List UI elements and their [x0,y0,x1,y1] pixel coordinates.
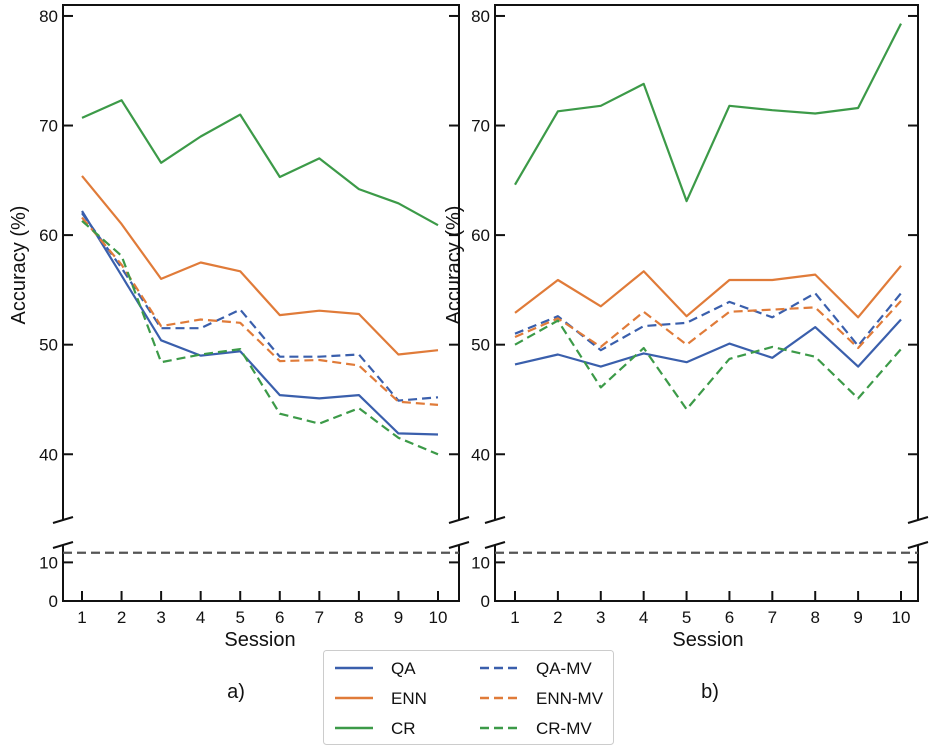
axis-break-mark [484,541,506,549]
x-axis-label: Session [224,629,295,651]
x-tick-label: 1 [510,608,519,627]
x-tick-label: 8 [354,608,363,627]
series-line-cr [81,99,439,227]
x-tick-label: 7 [768,608,777,627]
legend: QA ENN CR QA-MV ENN-MV CR-MV [323,650,614,745]
series-line-enn-mv [514,300,902,350]
x-tick-label: 4 [196,608,205,627]
legend-label: CR [391,719,416,738]
series-line-qa-mv [81,212,439,402]
y-tick-label: 0 [49,592,58,611]
series-line-cr-mv [81,220,439,456]
series-line-qa [81,210,439,436]
x-tick-label: 5 [235,608,244,627]
y-tick-label: 80 [471,7,490,26]
legend-label: ENN-MV [536,689,604,708]
x-tick-label: 10 [892,608,911,627]
y-tick-label: 60 [471,226,490,245]
legend-label: QA-MV [536,659,592,678]
y-tick-label: 50 [471,336,490,355]
axis-break-mark [448,516,470,524]
x-tick-label: 2 [117,608,126,627]
x-tick-label: 9 [853,608,862,627]
axis-break-mark [52,516,74,524]
panel-b: 40 50 60 70 80 0 10 1 2 3 4 5 6 7 8 9 10 Session b) Accurac… [443,4,929,703]
axis-break-mark [484,516,506,524]
y-tick-label: 60 [39,226,58,245]
legend-label: QA [391,659,416,678]
lower-axes-frame [494,545,919,602]
x-tick-label: 9 [394,608,403,627]
x-tick-label: 8 [810,608,819,627]
y-axis-label: Accuracy (%) [8,206,30,325]
y-tick-label: 10 [471,553,490,572]
series-line-qa [514,318,902,368]
y-tick-label: 10 [39,553,58,572]
legend-label: CR-MV [536,719,592,738]
upper-axes-frame [494,4,919,520]
y-tick-label: 50 [39,336,58,355]
series-line-cr-mv [514,319,902,411]
x-tick-label: 2 [553,608,562,627]
y-tick-label: 70 [39,117,58,136]
axis-break-mark [448,541,470,549]
series-line-enn [81,175,439,356]
y-tick-label: 80 [39,7,58,26]
series-line-cr [514,23,902,203]
x-tick-label: 10 [429,608,448,627]
lower-axes-frame [62,545,460,602]
legend-box [323,650,614,745]
x-tick-label: 3 [596,608,605,627]
x-tick-label: 6 [275,608,284,627]
x-tick-label: 3 [156,608,165,627]
panel-a: 40 50 60 70 80 0 10 1 2 3 4 5 6 7 8 9 10 Session a) Accurac… [8,4,470,703]
panel-label: a) [227,681,245,703]
x-tick-label: 6 [725,608,734,627]
legend-label: ENN [391,689,427,708]
y-axis-label: Accuracy (%) [443,206,465,325]
axis-break-mark [52,541,74,549]
series-line-enn-mv [81,216,439,406]
x-axis-label: Session [672,629,743,651]
y-tick-label: 0 [481,592,490,611]
series-line-enn [514,265,902,319]
x-tick-label: 5 [682,608,691,627]
x-tick-label: 4 [639,608,648,627]
y-tick-label: 40 [39,445,58,464]
y-tick-label: 40 [471,445,490,464]
x-tick-label: 7 [315,608,324,627]
axis-break-mark [907,516,929,524]
upper-axes-frame [62,4,460,520]
x-tick-label: 1 [77,608,86,627]
panel-label: b) [701,681,719,703]
y-tick-label: 70 [471,117,490,136]
axis-break-mark [907,541,929,549]
